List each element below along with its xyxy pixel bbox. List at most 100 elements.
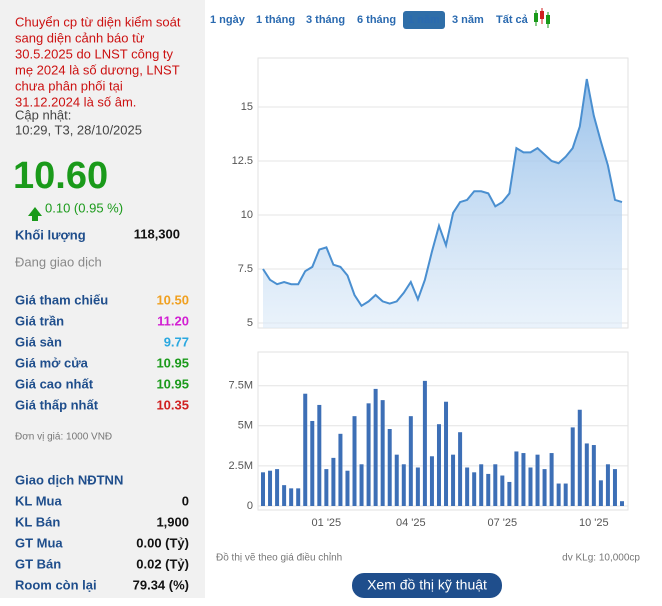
volume-bar [507, 481, 512, 506]
price-value: 10.35 [156, 397, 189, 412]
notice-line: chưa phân phối tại [15, 78, 123, 93]
price-label: Giá mở cửa [15, 355, 89, 370]
footer-note: Đồ thị vẽ theo giá điều chỉnh [216, 552, 342, 564]
volume-bar [465, 467, 470, 506]
up-arrow [28, 207, 42, 221]
volume-bar [472, 472, 477, 506]
updated-time: 10:29, T3, 28/10/2025 [15, 122, 142, 137]
period-tab[interactable]: 3 năm [452, 14, 484, 26]
volume-bar [429, 456, 434, 506]
y-tick-label: 2.5M [229, 460, 253, 472]
price-value: 10.95 [156, 355, 189, 370]
notice-line: sang diện cảnh báo từ [15, 30, 145, 45]
foreign-label: KL Mua [15, 493, 62, 508]
y-tick-label: 5M [238, 420, 253, 432]
volume-bar [605, 464, 610, 506]
y-tick-label: 7.5M [229, 380, 253, 392]
volume-label: Khối lượng [15, 227, 86, 242]
volume-bar [612, 469, 617, 506]
volume-bar [331, 457, 336, 506]
period-tab[interactable]: 1 ngày [210, 14, 246, 26]
volume-bar [310, 420, 315, 506]
notice-line: 30.5.2025 do LNST công ty [15, 46, 174, 61]
volume-bar [373, 388, 378, 506]
status: Đang giao dịch [15, 254, 102, 269]
volume-bar [282, 485, 287, 506]
price-label: Giá sàn [15, 334, 62, 349]
period-tab[interactable]: 1 tháng [256, 14, 295, 26]
volume-bar [542, 469, 547, 506]
volume-bar [275, 469, 280, 506]
volume-bar [366, 403, 371, 506]
volume-bar [380, 400, 385, 506]
foreign-value: 1,900 [156, 514, 189, 529]
volume-bar [577, 409, 582, 506]
button-label[interactable]: Xem đồ thị kỹ thuật [367, 577, 487, 593]
volume-bar [296, 488, 301, 506]
y-tick-label: 10 [241, 209, 253, 221]
volume-bar [261, 472, 265, 506]
left-panel [0, 0, 205, 598]
technical-chart-button[interactable] [352, 573, 502, 598]
volume-value: 118,300 [134, 226, 180, 241]
price-label: Giá tham chiếu [15, 292, 108, 307]
price-value: 10.95 [156, 376, 189, 391]
foreign-value: 0.00 (Tỷ) [136, 535, 189, 550]
period-tab[interactable]: 1 năm [408, 14, 440, 26]
period-tab[interactable]: 3 tháng [306, 14, 345, 26]
volume-unit: dv KLg: 10,000cp [562, 553, 640, 564]
volume-bar [394, 454, 399, 506]
notice-line: 31.12.2024 là số âm. [15, 94, 136, 109]
period-tab[interactable]: 6 tháng [357, 14, 396, 26]
volume-bar [415, 467, 420, 506]
price-value: 9.77 [164, 334, 189, 349]
volume-bar [570, 427, 575, 506]
price-area [263, 79, 622, 328]
notice-line: mẹ 2024 là số dương, LNST [15, 62, 180, 77]
volume-bar [500, 475, 505, 506]
volume-bar [584, 443, 589, 506]
price-change: 0.10 (0.95 %) [45, 200, 123, 215]
volume-frame [257, 351, 629, 511]
foreign-title: Giao dịch NĐTNN [15, 472, 123, 487]
unit-note: Đơn vị giá: 1000 VNĐ [15, 432, 112, 443]
volume-bar [451, 454, 456, 506]
volume-bar [535, 454, 540, 506]
foreign-label: Room còn lại [15, 577, 97, 592]
foreign-value: 0 [182, 493, 189, 508]
volume-bar [521, 453, 526, 506]
foreign-label: GT Mua [15, 535, 63, 550]
x-tick-label: 10 '25 [579, 517, 609, 529]
volume-bar [324, 469, 329, 506]
price: 10.60 [13, 155, 108, 197]
volume-bar [303, 393, 308, 506]
x-tick-label: 07 '25 [488, 517, 518, 529]
volume-bar [479, 464, 484, 506]
tab-active-bg [403, 11, 445, 29]
volume-bar [345, 470, 350, 506]
volume-bar [422, 380, 427, 506]
y-tick-label: 12.5 [232, 155, 253, 167]
volume-bar [401, 464, 406, 506]
volume-bar [268, 470, 273, 506]
candle-icon [534, 8, 550, 28]
price-label: Giá thấp nhất [15, 397, 99, 412]
period-tab[interactable]: Tất cả [496, 14, 529, 26]
foreign-value: 79.34 (%) [133, 577, 189, 592]
volume-bar [591, 445, 596, 506]
price-label: Giá cao nhất [15, 376, 94, 391]
volume-bar [352, 416, 357, 506]
price-line [262, 78, 623, 308]
x-tick-label: 01 '25 [312, 517, 342, 529]
volume-bar [514, 451, 519, 506]
volume-bar [338, 433, 343, 506]
volume-bar [598, 480, 603, 506]
volume-bar [317, 404, 322, 506]
foreign-label: KL Bán [15, 514, 60, 529]
volume-bar [563, 483, 568, 506]
y-tick-label: 0 [247, 500, 253, 512]
volume-bar [359, 464, 364, 506]
x-tick-label: 04 '25 [396, 517, 426, 529]
volume-bar [458, 432, 463, 506]
foreign-value: 0.02 (Tỷ) [136, 556, 189, 571]
